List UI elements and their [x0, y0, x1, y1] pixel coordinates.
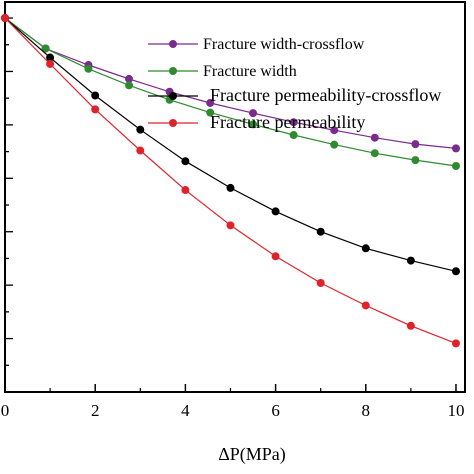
- data-point: [125, 74, 134, 83]
- x-tick-label: 8: [362, 401, 371, 420]
- legend-label: Fracture width-crossflow: [203, 36, 365, 53]
- data-point: [271, 252, 280, 261]
- data-point: [411, 140, 420, 149]
- data-point: [91, 105, 100, 114]
- data-point: [125, 81, 134, 90]
- data-point: [46, 59, 55, 68]
- data-point: [226, 221, 235, 230]
- series-3: [1, 14, 460, 276]
- series-line: [4, 17, 457, 167]
- x-axis-title: ΔP(MPa): [218, 444, 286, 465]
- data-point: [370, 133, 379, 142]
- legend-item-2: Fracture width: [148, 63, 297, 80]
- data-point: [451, 162, 460, 171]
- data-point: [361, 244, 370, 253]
- series-1: [1, 14, 460, 153]
- plot-frame: [4, 1, 466, 393]
- data-point: [1, 14, 9, 23]
- data-point: [316, 227, 325, 236]
- data-point: [406, 321, 415, 330]
- data-point: [289, 118, 298, 127]
- x-tick-label: 0: [1, 401, 10, 420]
- x-tick-label: 2: [91, 401, 100, 420]
- data-point: [84, 64, 93, 73]
- data-point: [226, 183, 235, 192]
- series-line: [4, 17, 457, 272]
- x-tick-label: 4: [181, 401, 190, 420]
- data-point: [136, 146, 145, 155]
- data-point: [370, 149, 379, 158]
- data-point: [249, 120, 258, 129]
- x-tick-label: 10: [447, 401, 464, 420]
- data-point: [411, 156, 420, 165]
- legend-label: Fracture permeability: [210, 112, 365, 132]
- data-point: [91, 91, 100, 100]
- data-point: [41, 44, 50, 53]
- data-point: [451, 144, 460, 153]
- data-point: [330, 140, 339, 149]
- data-point: [406, 256, 415, 265]
- data-point: [271, 207, 280, 216]
- legend-item-4: Fracture permeability: [148, 112, 365, 132]
- data-point: [316, 279, 325, 288]
- series-4: [1, 14, 460, 348]
- data-point: [330, 126, 339, 135]
- data-point: [46, 53, 55, 62]
- data-point: [451, 267, 460, 276]
- data-point: [136, 125, 145, 134]
- legend-marker: [169, 119, 177, 127]
- data-point: [361, 301, 370, 310]
- data-point: [206, 108, 215, 117]
- legend-marker: [169, 40, 177, 48]
- legend-item-1: Fracture width-crossflow: [148, 36, 365, 53]
- x-tick-label: 6: [271, 401, 280, 420]
- data-point: [181, 186, 190, 195]
- data-point: [451, 339, 460, 348]
- data-point: [181, 157, 190, 166]
- legend: Fracture width-crossflow Fracture width Fr…: [148, 36, 441, 132]
- legend-item-3: Fracture permeability-crossflow: [148, 85, 441, 105]
- series-line: [4, 17, 457, 149]
- data-point: [289, 131, 298, 140]
- legend-label: Fracture permeability-crossflow: [210, 85, 441, 105]
- data-point: [249, 109, 258, 118]
- axes: 0 2 4 6 8 10: [1, 1, 466, 420]
- legend-marker: [169, 67, 177, 75]
- data-point: [206, 98, 215, 107]
- legend-label: Fracture width: [203, 63, 297, 80]
- legend-marker: [169, 92, 177, 100]
